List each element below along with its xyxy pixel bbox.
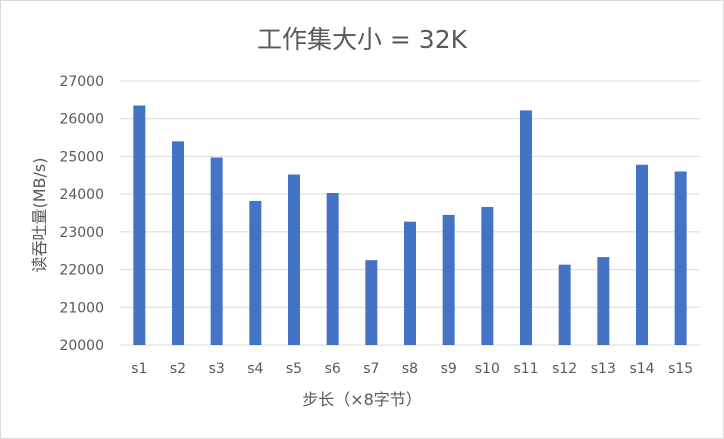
x-tick-label: s2: [170, 361, 186, 377]
chart-title: 工作集大小 = 32K: [256, 25, 468, 54]
x-tick-label: s7: [363, 361, 379, 377]
bar-s11: [520, 110, 532, 345]
x-tick-label: s12: [552, 361, 577, 377]
bar-s9: [442, 214, 455, 345]
x-axis-title: 步长（×8字节）: [302, 390, 422, 409]
x-tick-label: s8: [402, 361, 418, 377]
bar-s5: [288, 174, 300, 345]
x-tick-label: s5: [286, 361, 302, 377]
bar-s8: [404, 221, 416, 345]
bar-s12: [558, 264, 571, 345]
bar-s13: [597, 257, 610, 345]
bar-s7: [365, 260, 378, 345]
x-tick-label: s11: [513, 361, 538, 377]
y-tick-label: 21000: [59, 300, 104, 316]
y-tick-label: 26000: [59, 112, 104, 128]
x-tick-label: s4: [247, 361, 263, 377]
y-tick-label: 24000: [59, 187, 104, 203]
y-tick-label: 20000: [59, 338, 104, 354]
y-tick-label: 22000: [59, 263, 104, 279]
bar-s14: [636, 164, 648, 345]
x-tick-label: s1: [131, 361, 147, 377]
y-tick-label: 23000: [59, 225, 104, 241]
bar-s15: [674, 171, 687, 345]
bar-s4: [249, 200, 262, 345]
bar-s1: [133, 105, 146, 345]
x-tick-label: s9: [441, 361, 457, 377]
bar-s6: [326, 193, 339, 345]
bar-s2: [172, 141, 184, 345]
y-tick-label: 25000: [59, 149, 104, 165]
x-tick-label: s10: [475, 361, 500, 377]
x-tick-label: s15: [668, 361, 693, 377]
x-tick-label: s13: [591, 361, 616, 377]
bar-s10: [481, 206, 494, 345]
x-tick-label: s6: [325, 361, 341, 377]
bar-s3: [210, 157, 223, 345]
y-tick-label: 27000: [59, 74, 104, 90]
x-tick-label: s3: [209, 361, 225, 377]
x-tick-label: s14: [629, 361, 654, 377]
